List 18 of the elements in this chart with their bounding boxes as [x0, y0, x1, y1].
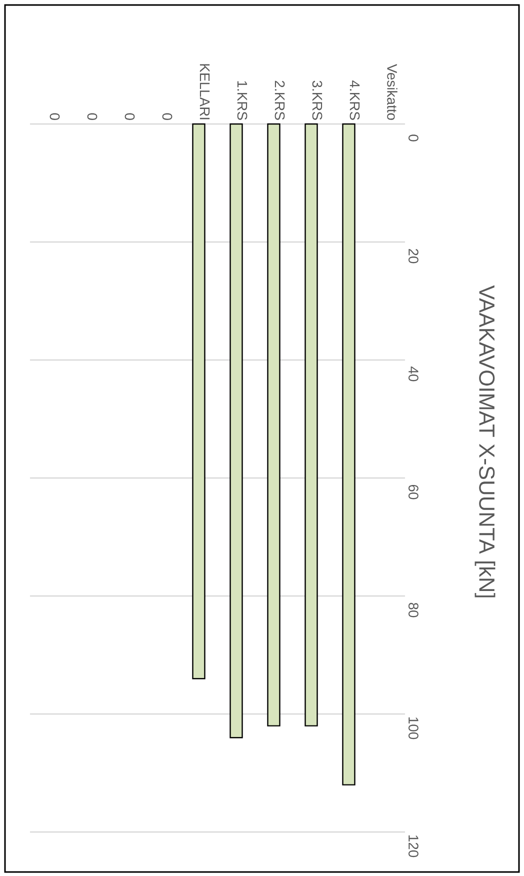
x-tick-label: 0 [162, 113, 172, 120]
y-tick-label: 20 [408, 248, 418, 264]
y-tick-label: 40 [408, 366, 418, 382]
y-tick-label: 0 [408, 134, 418, 142]
y-tick-label: 100 [408, 717, 418, 740]
x-tick-label: 2.KRS [274, 80, 285, 120]
text: VAAKAVOIMAT X-SUUNTA [kN] [474, 285, 496, 598]
x-tick-label: 4.KRS [350, 80, 360, 120]
x-tick-label: KELLARI [200, 64, 210, 120]
y-tick-label: 60 [408, 484, 418, 500]
y-tick-label: 120 [408, 835, 418, 858]
x-tick-label: 1.KRS [237, 81, 248, 120]
x-tick-label: 0 [50, 113, 60, 120]
x-tick-label: 0 [124, 113, 135, 120]
x-tick-label: 3.KRS [312, 80, 322, 120]
x-tick-label: Vesikatto [387, 64, 398, 120]
x-tick-label: 0 [87, 113, 98, 120]
y-tick-label: 80 [408, 602, 418, 618]
